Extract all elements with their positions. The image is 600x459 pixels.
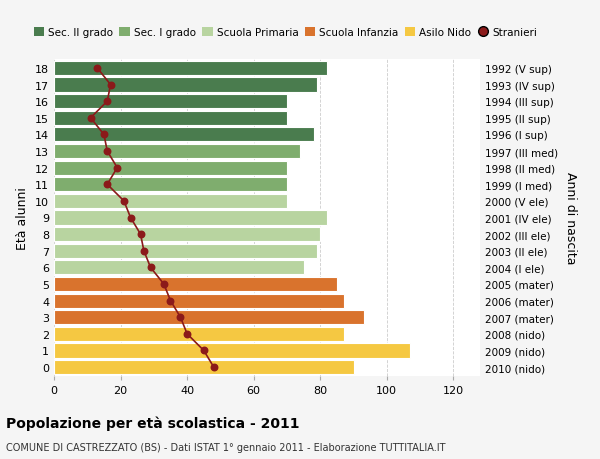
Point — [92, 65, 102, 73]
Point — [199, 347, 209, 354]
Point — [103, 181, 112, 189]
Legend: Sec. II grado, Sec. I grado, Scuola Primaria, Scuola Infanzia, Asilo Nido, Stran: Sec. II grado, Sec. I grado, Scuola Prim… — [29, 24, 541, 42]
Bar — [54, 360, 353, 374]
Point — [112, 165, 122, 172]
Point — [86, 115, 95, 122]
Bar — [54, 228, 320, 241]
Y-axis label: Età alunni: Età alunni — [16, 187, 29, 249]
Bar — [54, 78, 317, 92]
Point — [103, 98, 112, 106]
Bar — [54, 145, 300, 159]
Point — [166, 297, 175, 305]
Bar — [54, 277, 337, 291]
Point — [126, 214, 136, 222]
Point — [146, 264, 155, 271]
Bar — [54, 62, 327, 76]
Bar — [54, 344, 410, 358]
Bar — [54, 178, 287, 192]
Bar — [54, 161, 287, 175]
Bar — [54, 244, 317, 258]
Bar — [54, 128, 314, 142]
Y-axis label: Anni di nascita: Anni di nascita — [565, 172, 577, 264]
Text: Popolazione per età scolastica - 2011: Popolazione per età scolastica - 2011 — [6, 415, 299, 430]
Bar — [54, 112, 287, 126]
Point — [99, 131, 109, 139]
Point — [139, 247, 149, 255]
Point — [119, 198, 128, 205]
Bar — [54, 310, 364, 325]
Point — [103, 148, 112, 155]
Bar — [54, 95, 287, 109]
Bar — [54, 327, 344, 341]
Bar — [54, 261, 304, 275]
Point — [209, 364, 218, 371]
Point — [106, 82, 115, 89]
Point — [182, 330, 192, 338]
Point — [159, 281, 169, 288]
Bar — [54, 211, 327, 225]
Bar — [54, 294, 344, 308]
Text: COMUNE DI CASTREZZATO (BS) - Dati ISTAT 1° gennaio 2011 - Elaborazione TUTTITALI: COMUNE DI CASTREZZATO (BS) - Dati ISTAT … — [6, 442, 445, 452]
Point — [176, 314, 185, 321]
Bar — [54, 195, 287, 208]
Point — [136, 231, 145, 238]
